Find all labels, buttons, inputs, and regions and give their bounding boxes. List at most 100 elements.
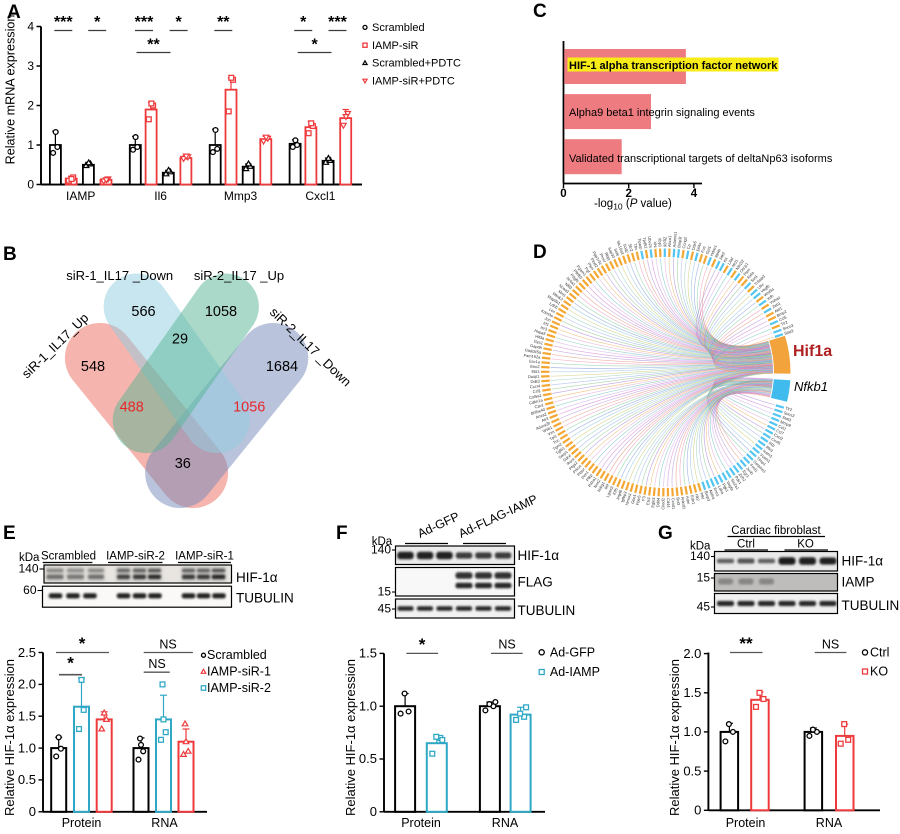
svg-text:**: ** xyxy=(147,37,160,54)
svg-text:2.0: 2.0 xyxy=(683,646,701,661)
svg-text:Edn1: Edn1 xyxy=(690,495,697,506)
svg-text:Icam1: Icam1 xyxy=(762,448,774,459)
svg-text:Serp1: Serp1 xyxy=(557,449,569,460)
svg-text:Hmox1: Hmox1 xyxy=(624,492,633,506)
svg-text:2: 2 xyxy=(27,99,34,113)
svg-text:Jun: Jun xyxy=(544,316,552,323)
svg-text:Slc2a1: Slc2a1 xyxy=(730,477,741,491)
svg-text:Cp: Cp xyxy=(686,243,692,250)
svg-text:Tlr2: Tlr2 xyxy=(780,319,789,327)
svg-text:IAMP-siR: IAMP-siR xyxy=(372,40,419,52)
svg-text:2: 2 xyxy=(625,188,631,200)
svg-text:Alpha9 beta1 integrin signalin: Alpha9 beta1 integrin signaling events xyxy=(569,107,755,119)
svg-text:29: 29 xyxy=(172,332,188,348)
svg-text:Zeb1: Zeb1 xyxy=(771,300,782,309)
svg-text:IAMP-siR-2: IAMP-siR-2 xyxy=(207,681,271,695)
svg-text:Tfrc: Tfrc xyxy=(633,243,639,251)
svg-text:Ad-IAMP: Ad-IAMP xyxy=(550,665,600,679)
svg-text:Procr: Procr xyxy=(599,252,608,263)
svg-text:***: *** xyxy=(54,14,73,31)
svg-text:***: *** xyxy=(135,14,154,31)
svg-text:Hdac1: Hdac1 xyxy=(709,243,718,256)
svg-text:Gadd45a: Gadd45a xyxy=(524,347,542,355)
svg-text:Ndrg1: Ndrg1 xyxy=(596,480,606,493)
svg-text:Sod2: Sod2 xyxy=(622,243,630,254)
svg-text:Mmp3: Mmp3 xyxy=(224,189,258,203)
svg-text:B: B xyxy=(3,244,17,265)
svg-text:Scrambled+PDTC: Scrambled+PDTC xyxy=(372,58,461,70)
svg-text:Jak2: Jak2 xyxy=(718,250,727,260)
svg-text:IAMP-siR+PDTC: IAMP-siR+PDTC xyxy=(372,75,455,87)
svg-text:Ebi3: Ebi3 xyxy=(531,369,540,374)
svg-text:HIF-1α: HIF-1α xyxy=(518,548,560,563)
svg-text:Pim1: Pim1 xyxy=(580,469,590,480)
svg-text:kDa: kDa xyxy=(19,552,40,564)
svg-text:Ier3: Ier3 xyxy=(540,325,549,332)
svg-text:Plod2: Plod2 xyxy=(590,257,600,269)
svg-text:Nfil3: Nfil3 xyxy=(564,281,574,291)
svg-text:IAMP: IAMP xyxy=(842,575,875,590)
svg-text:Nos2: Nos2 xyxy=(592,478,602,489)
svg-text:Ldhb: Ldhb xyxy=(549,301,560,310)
svg-text:-log10 (P value): -log10 (P value) xyxy=(594,198,672,212)
svg-text:0: 0 xyxy=(560,188,566,200)
svg-text:Mif: Mif xyxy=(603,482,610,490)
svg-text:Pkm: Pkm xyxy=(587,262,596,272)
svg-text:Mmp9: Mmp9 xyxy=(780,419,793,428)
svg-text:36: 36 xyxy=(175,456,191,472)
svg-text:1.0: 1.0 xyxy=(18,740,36,755)
svg-text:15: 15 xyxy=(697,571,711,585)
svg-text:IAMP-siR-1: IAMP-siR-1 xyxy=(207,665,271,679)
svg-text:Zeb2: Zeb2 xyxy=(738,472,748,483)
svg-text:Plaur: Plaur xyxy=(576,466,586,477)
svg-text:Eno2: Eno2 xyxy=(530,364,540,369)
svg-text:Pfkfb3: Pfkfb3 xyxy=(573,268,585,280)
svg-text:Ero1a: Ero1a xyxy=(529,359,541,365)
svg-text:Cav1: Cav1 xyxy=(534,402,545,409)
svg-text:Mcl1: Mcl1 xyxy=(730,258,739,268)
svg-text:Nfe2l2: Nfe2l2 xyxy=(734,258,745,271)
svg-text:Dusp1: Dusp1 xyxy=(528,374,540,379)
svg-text:RNA: RNA xyxy=(151,816,178,829)
svg-text:Pdgfb: Pdgfb xyxy=(569,272,580,284)
svg-text:15: 15 xyxy=(378,585,392,599)
svg-text:1: 1 xyxy=(27,138,34,152)
svg-text:1.5: 1.5 xyxy=(18,709,36,724)
svg-text:Lgals3: Lgals3 xyxy=(605,485,615,499)
svg-text:Egr1: Egr1 xyxy=(741,469,751,479)
svg-text:FLAG: FLAG xyxy=(518,575,553,590)
svg-text:Relative HIF-1α expression: Relative HIF-1α expression xyxy=(2,659,17,816)
svg-text:A: A xyxy=(7,2,21,23)
svg-text:Vegfb: Vegfb xyxy=(760,283,772,294)
svg-text:Zfp36: Zfp36 xyxy=(663,237,668,248)
svg-text:Adora2b: Adora2b xyxy=(535,420,552,431)
svg-text:Cxcl5: Cxcl5 xyxy=(771,436,783,446)
svg-text:KO: KO xyxy=(797,539,814,551)
svg-text:Fam162a: Fam162a xyxy=(523,353,541,360)
svg-text:kDa: kDa xyxy=(690,541,711,553)
svg-text:C: C xyxy=(533,1,547,22)
svg-text:Oscp1: Oscp1 xyxy=(738,261,749,274)
svg-text:Ddx5: Ddx5 xyxy=(691,240,698,251)
svg-text:Ak3: Ak3 xyxy=(541,416,550,423)
svg-text:Abca1: Abca1 xyxy=(667,235,672,247)
svg-text:3: 3 xyxy=(27,59,34,73)
svg-text:Gbe1: Gbe1 xyxy=(630,493,637,504)
svg-text:Anxa2: Anxa2 xyxy=(535,411,548,420)
svg-text:Il1b: Il1b xyxy=(768,440,777,448)
svg-text:Adamts1: Adamts1 xyxy=(672,231,678,248)
svg-text:Akt1: Akt1 xyxy=(773,305,783,314)
svg-text:*: * xyxy=(94,14,101,31)
svg-text:Ccl5: Ccl5 xyxy=(778,314,788,322)
svg-text:*: * xyxy=(419,635,426,654)
svg-text:Xbp1: Xbp1 xyxy=(657,238,662,248)
svg-text:Gapdh: Gapdh xyxy=(530,343,543,350)
svg-text:Cxcl1: Cxcl1 xyxy=(305,189,335,203)
svg-text:Ikbkb: Ikbkb xyxy=(713,247,722,258)
svg-text:4: 4 xyxy=(691,188,698,200)
svg-text:Protein: Protein xyxy=(401,816,441,829)
svg-text:Tlr2: Tlr2 xyxy=(785,405,794,412)
svg-text:Stc2: Stc2 xyxy=(627,243,634,253)
svg-text:HIF-1α: HIF-1α xyxy=(842,554,884,569)
svg-text:Cited2: Cited2 xyxy=(660,497,665,509)
